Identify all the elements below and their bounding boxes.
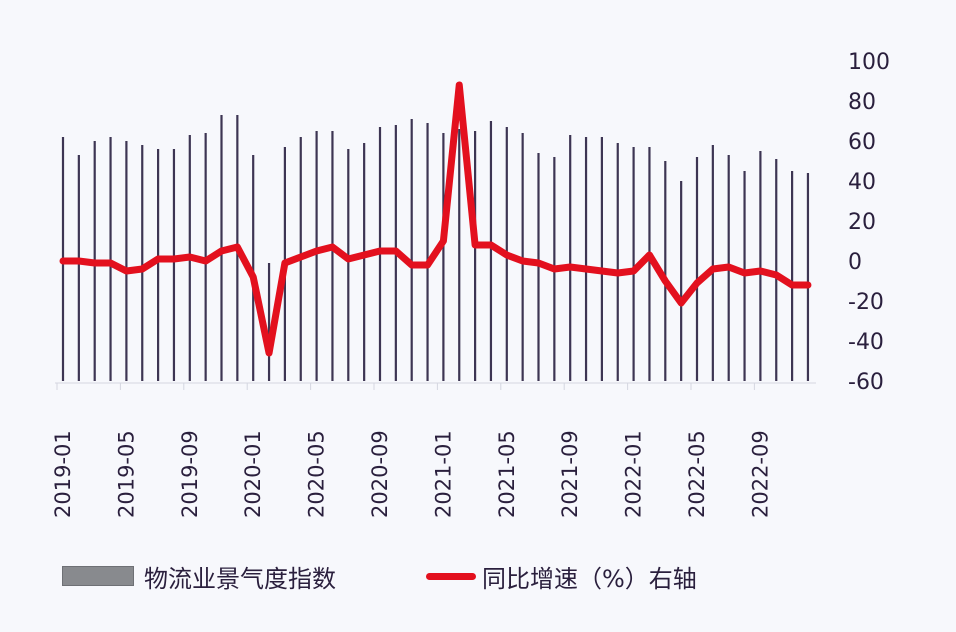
x-axis-labels: 2019-01 2019-05 2019-09 2020-01 2020-05 2020-… [51, 430, 772, 518]
legend: 物流业景气度指数 同比增速（%）右轴 [62, 556, 697, 596]
x-tick-label: 2019-05 [114, 430, 138, 518]
y-tick-label: 20 [848, 210, 876, 235]
x-tick-label: 2021-05 [495, 430, 519, 518]
x-tick-label: 2022-05 [685, 430, 709, 518]
x-tick-label: 2019-01 [51, 430, 75, 518]
bar-swatch-icon [62, 566, 134, 586]
y-tick-label: 0 [848, 250, 862, 275]
y-tick-label: -60 [848, 370, 884, 395]
x-tick-label: 2022-01 [622, 430, 646, 518]
y-tick-label: 40 [848, 170, 876, 195]
legend-item-line: 同比增速（%）右轴 [336, 559, 697, 594]
x-tick-label: 2020-09 [368, 430, 392, 518]
y-tick-label: -20 [848, 290, 884, 315]
x-tick-label: 2022-09 [748, 430, 772, 518]
y-tick-label: 100 [848, 50, 890, 75]
x-tick-label: 2019-09 [178, 430, 202, 518]
legend-item-bar: 物流业景气度指数 [62, 559, 336, 594]
y-tick-label: 80 [848, 90, 876, 115]
y-tick-label: 60 [848, 130, 876, 155]
x-tick-label: 2020-05 [305, 430, 329, 518]
x-tick-label: 2020-01 [241, 430, 265, 518]
x-axis [55, 382, 816, 390]
line-swatch-icon [426, 572, 476, 580]
right-y-axis: 100 80 60 40 20 0 -20 -40 -60 [848, 50, 890, 395]
bar-series [61, 115, 810, 381]
y-tick-label: -40 [848, 330, 884, 355]
x-tick-label: 2021-01 [431, 430, 455, 518]
x-tick-label: 2021-09 [558, 430, 582, 518]
legend-line-label: 同比增速（%）右轴 [482, 564, 697, 593]
legend-bar-label: 物流业景气度指数 [144, 564, 336, 593]
line-series [59, 81, 812, 357]
